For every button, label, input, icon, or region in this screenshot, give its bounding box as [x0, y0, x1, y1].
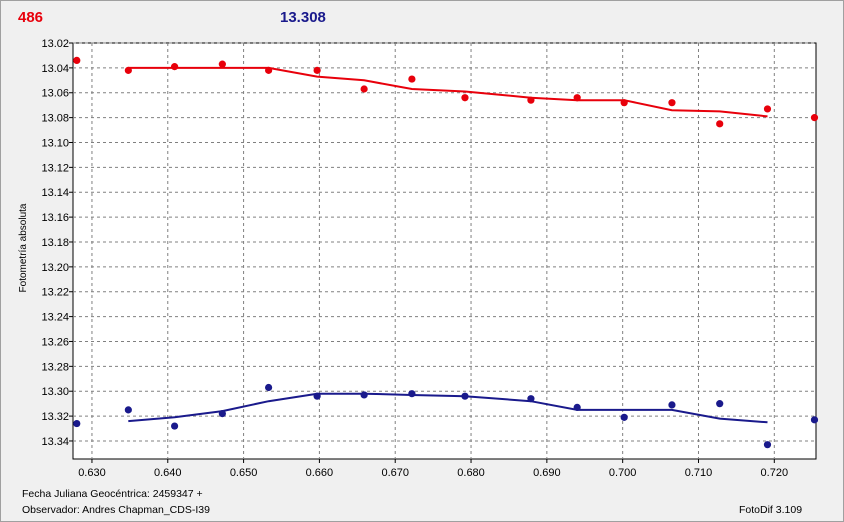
data-point	[124, 406, 132, 414]
y-tick-label: 13.20	[41, 262, 69, 274]
y-tick-label: 13.18	[41, 237, 69, 249]
x-tick-label: 0.680	[457, 467, 485, 479]
x-tick-label: 0.630	[78, 467, 106, 479]
data-point	[461, 94, 469, 102]
series-group	[73, 56, 819, 449]
x-tick-label: 0.700	[609, 467, 637, 479]
data-point	[763, 105, 772, 113]
data-point	[810, 114, 819, 122]
data-point	[573, 94, 581, 102]
y-tick-label: 13.04	[41, 63, 69, 75]
data-point	[461, 392, 469, 400]
y-tick-label: 13.28	[41, 361, 69, 373]
y-tick-label: 13.32	[41, 411, 69, 423]
x-axis: 0.630 0.640 0.650 0.660 0.670 0.680 0.690 0.700…	[78, 459, 788, 479]
data-point	[265, 383, 273, 392]
observer-label: Observador: Andres Chapman_CDS-I39	[22, 504, 210, 516]
data-point	[218, 60, 226, 68]
y-tick-label: 13.34	[41, 436, 69, 448]
software-label: FotoDif 3.109	[739, 504, 803, 516]
data-point	[73, 419, 81, 428]
trend-line-0	[128, 66, 768, 118]
data-point	[124, 66, 132, 74]
x-tick-label: 0.670	[381, 467, 409, 479]
data-point	[170, 422, 179, 430]
y-axis-label: Fotometría absoluta	[18, 203, 29, 292]
data-point	[527, 96, 535, 104]
y-tick-label: 13.16	[41, 212, 69, 224]
data-point	[313, 392, 321, 400]
data-point	[620, 413, 628, 421]
data-point	[716, 400, 724, 408]
grid	[73, 42, 816, 459]
data-point	[360, 85, 368, 93]
data-point	[265, 66, 273, 74]
y-axis: 13.02 13.04 13.06 13.08 13.10 13.12 13.14 13.16…	[41, 38, 73, 448]
julian-date-label: Fecha Juliana Geocéntrica: 2459347 +	[22, 488, 203, 500]
data-point	[573, 403, 581, 411]
y-tick-label: 13.24	[41, 312, 69, 324]
x-tick-label: 0.650	[230, 467, 258, 479]
data-point	[810, 416, 819, 424]
header-blue-value: 13.308	[280, 9, 326, 26]
data-point	[527, 395, 535, 403]
data-point	[170, 63, 179, 71]
y-tick-label: 13.06	[41, 88, 69, 100]
y-tick-label: 13.14	[41, 187, 69, 199]
data-point	[668, 401, 676, 409]
data-point	[668, 99, 676, 107]
x-tick-label: 0.640	[154, 467, 182, 479]
data-point	[716, 120, 724, 128]
data-point	[408, 390, 416, 398]
y-tick-label: 13.10	[41, 137, 69, 149]
y-tick-label: 13.30	[41, 386, 69, 398]
x-tick-label: 0.720	[761, 467, 789, 479]
data-point	[408, 75, 416, 83]
y-tick-label: 13.22	[41, 287, 69, 299]
x-tick-label: 0.710	[685, 467, 713, 479]
data-point	[620, 99, 628, 107]
y-tick-label: 13.08	[41, 113, 69, 125]
y-tick-label: 13.12	[41, 162, 69, 174]
data-point	[313, 66, 321, 74]
trend-line-1	[128, 392, 768, 424]
data-point	[73, 56, 81, 65]
data-point	[763, 441, 772, 449]
data-point	[218, 410, 226, 418]
plot-area	[72, 42, 817, 460]
y-tick-label: 13.02	[41, 38, 69, 50]
x-tick-label: 0.660	[306, 467, 334, 479]
y-tick-label: 13.26	[41, 336, 69, 348]
data-point	[360, 391, 368, 399]
header-red-value: 486	[18, 9, 44, 26]
x-tick-label: 0.690	[533, 467, 561, 479]
